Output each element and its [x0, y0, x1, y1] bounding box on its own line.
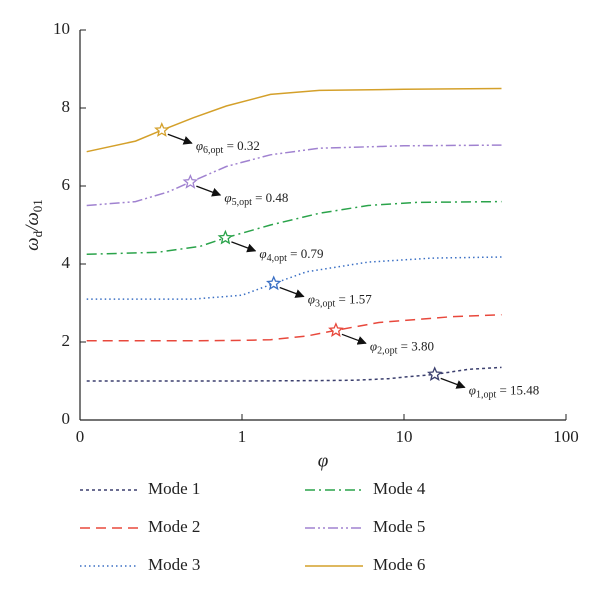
y-label-part: d	[30, 230, 45, 237]
annotation-arrow	[231, 241, 257, 253]
annotation-value: = 1.57	[335, 291, 372, 306]
annotation-label: φ4,opt = 0.79	[259, 246, 323, 264]
y-tick-label: 10	[53, 19, 70, 38]
annotation-subscript: 6,opt	[203, 146, 224, 157]
annotation-symbol: φ	[196, 138, 203, 153]
annotation-arrow	[196, 185, 222, 197]
annotation-label: φ5,opt = 0.48	[224, 190, 288, 208]
annotation-subscript: 2,opt	[377, 346, 398, 357]
y-tick-label: 2	[62, 331, 71, 350]
annotation-arrow	[167, 133, 193, 145]
optimum-star	[182, 173, 199, 189]
y-label-part: /ω	[22, 212, 43, 232]
series-line	[86, 200, 502, 256]
annotation-arrow	[279, 286, 305, 298]
annotation-value: = 3.80	[397, 338, 434, 353]
annotation-label: φ2,opt = 3.80	[370, 338, 434, 356]
legend-label: Mode 3	[148, 555, 200, 574]
annotation-symbol: φ	[370, 338, 377, 353]
x-axis-label: φ	[318, 450, 329, 471]
optimum-star	[217, 229, 234, 245]
annotation-subscript: 5,opt	[232, 197, 253, 208]
y-tick-label: 6	[62, 175, 71, 194]
x-tick-label: 10	[396, 427, 413, 446]
annotation-symbol: φ	[224, 190, 231, 205]
annotation-arrow	[341, 333, 367, 345]
optimum-star	[328, 322, 344, 337]
legend-label: Mode 4	[373, 479, 426, 498]
series-line	[86, 144, 502, 207]
series-line	[86, 87, 502, 153]
annotation-label: φ6,opt = 0.32	[196, 138, 260, 156]
legend-label: Mode 5	[373, 517, 425, 536]
y-label-part: ω	[22, 237, 43, 250]
annotation-value: = 0.79	[287, 246, 324, 261]
annotation-value: = 0.48	[252, 190, 289, 205]
y-tick-label: 8	[62, 97, 71, 116]
x-tick-label: 1	[238, 427, 247, 446]
annotation-value: = 15.48	[496, 382, 539, 397]
y-axis-label: ωd/ω01	[22, 199, 45, 251]
annotation-subscript: 3,opt	[315, 299, 336, 310]
optimum-star	[427, 366, 443, 381]
x-tick-label: 0	[76, 427, 85, 446]
optimum-star	[266, 275, 282, 291]
y-label-part: 01	[30, 199, 45, 212]
y-tick-label: 4	[62, 253, 71, 272]
y-tick-label: 0	[62, 409, 71, 428]
annotation-value: = 0.32	[223, 138, 260, 153]
legend-label: Mode 6	[373, 555, 425, 574]
legend-label: Mode 2	[148, 517, 200, 536]
annotation-subscript: 4,opt	[267, 253, 288, 264]
annotation-arrow	[440, 377, 466, 389]
optimum-star	[154, 122, 170, 137]
annotation-symbol: φ	[469, 382, 476, 397]
legend-label: Mode 1	[148, 479, 200, 498]
x-tick-label: 100	[553, 427, 579, 446]
annotation-subscript: 1,opt	[476, 390, 497, 401]
annotation-symbol: φ	[308, 291, 315, 306]
annotation-label: φ1,opt = 15.48	[469, 382, 540, 400]
series-line	[86, 313, 502, 342]
annotation-label: φ3,opt = 1.57	[308, 291, 373, 309]
annotation-symbol: φ	[259, 246, 266, 261]
